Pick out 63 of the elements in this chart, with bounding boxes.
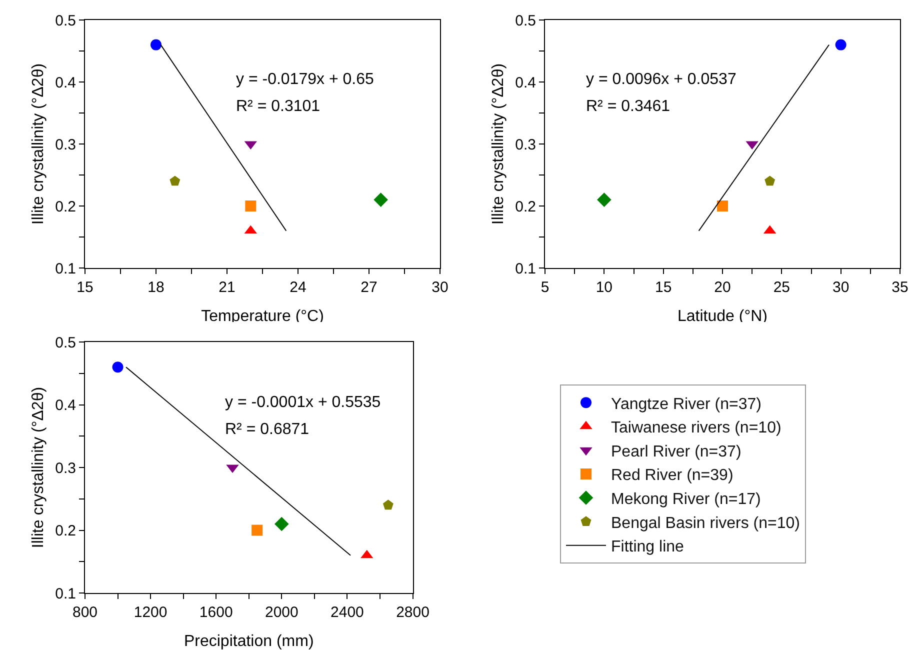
legend-label: Taiwanese rivers (n=10): [611, 420, 782, 437]
point: [274, 516, 289, 532]
legend-label: Mekong River (n=17): [611, 491, 761, 508]
legend-label: Yangtze River (n=37): [611, 396, 762, 413]
point: [764, 176, 776, 186]
point: [597, 192, 612, 207]
y-axis-title: Illite crystallinity (°Δ2θ): [30, 63, 47, 225]
y-tick-label: 0.4: [55, 74, 76, 92]
point: [245, 200, 256, 212]
x-tick-label: 800: [72, 604, 98, 621]
annotation: R² = 0.3101: [236, 98, 320, 115]
y-axis-title: Illite crystallinity (°Δ2θ): [30, 386, 47, 548]
y-axis-title: Illite crystallinity (°Δ2θ): [490, 63, 507, 225]
x-tick-label: 2000: [264, 604, 298, 621]
y-tick-label: 0.1: [515, 260, 536, 278]
x-tick-label: 2800: [396, 604, 430, 621]
annotation: y = -0.0179x + 0.65: [236, 71, 374, 88]
point: [835, 39, 846, 50]
y-tick-label: 0.2: [55, 522, 76, 540]
annotation: y = -0.0001x + 0.5535: [225, 394, 381, 411]
x-tick-label: 1600: [199, 604, 233, 621]
point: [112, 362, 124, 373]
annotation: y = 0.0096x + 0.0537: [586, 71, 736, 88]
x-tick-label: 25: [773, 279, 790, 296]
x-tick-label: 18: [148, 279, 164, 296]
legend-label: Fitting line: [611, 538, 684, 556]
point: [170, 176, 180, 186]
annotation: R² = 0.3461: [586, 98, 670, 115]
legend-label: Red River (n=39): [611, 467, 734, 484]
x-tick-label: 21: [218, 279, 236, 296]
y-tick-label: 0.4: [515, 74, 536, 92]
y-tick-label: 0.5: [55, 12, 76, 30]
y-tick-label: 0.3: [55, 460, 76, 477]
point: [717, 200, 728, 212]
y-tick-label: 0.4: [55, 397, 76, 414]
x-tick-label: 15: [76, 279, 94, 296]
legend-label: Pearl River (n=37): [611, 443, 742, 460]
x-tick-label: 35: [892, 279, 908, 296]
x-tick-label: 24: [290, 279, 306, 296]
legend-label: Bengal Basin rivers (n=10): [611, 514, 800, 532]
x-axis-title: Precipitation (mm): [184, 633, 314, 650]
y-tick-label: 0.2: [515, 198, 536, 216]
x-tick-label: 2400: [330, 604, 364, 621]
y-tick-label: 0.1: [55, 585, 76, 602]
x-tick-label: 20: [714, 279, 731, 296]
x-tick-label: 30: [432, 279, 448, 296]
x-tick-label: 30: [832, 279, 850, 296]
point: [252, 524, 263, 536]
y-tick-label: 0.1: [55, 260, 76, 278]
x-tick-label: 27: [360, 279, 378, 296]
point: [382, 500, 394, 510]
x-tick-label: 10: [596, 279, 613, 296]
y-tick-label: 0.5: [515, 12, 536, 30]
y-tick-label: 0.2: [55, 198, 76, 216]
y-tick-label: 0.3: [515, 136, 536, 154]
x-tick-label: 15: [654, 279, 672, 296]
x-tick-label: 5: [540, 279, 550, 296]
annotation: R² = 0.6871: [225, 421, 310, 438]
y-tick-label: 0.3: [55, 136, 76, 154]
x-tick-label: 1200: [134, 604, 168, 621]
y-tick-label: 0.5: [55, 334, 76, 352]
point: [374, 192, 388, 207]
point: [150, 39, 162, 50]
